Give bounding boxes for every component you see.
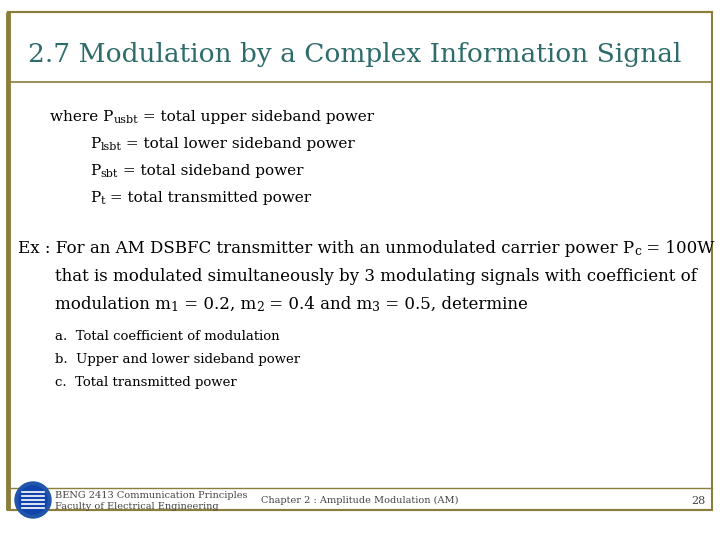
Text: 3: 3: [372, 301, 380, 314]
Text: 28: 28: [690, 496, 705, 506]
Text: Faculty of Electrical Engineering: Faculty of Electrical Engineering: [55, 502, 219, 511]
Text: 2.7 Modulation by a Complex Information Signal: 2.7 Modulation by a Complex Information …: [28, 42, 681, 67]
Text: c.  Total transmitted power: c. Total transmitted power: [55, 376, 237, 389]
Text: = total upper sideband power: = total upper sideband power: [138, 110, 374, 124]
Text: = total sideband power: = total sideband power: [117, 164, 303, 178]
Text: = 0.2, m: = 0.2, m: [179, 296, 256, 313]
Text: where P: where P: [50, 110, 113, 124]
Text: P: P: [90, 164, 100, 178]
Text: sbt: sbt: [100, 169, 117, 179]
Text: 1: 1: [171, 301, 179, 314]
Text: = total transmitted power: = total transmitted power: [104, 191, 311, 205]
Text: = total lower sideband power: = total lower sideband power: [121, 137, 355, 151]
Text: P: P: [90, 191, 100, 205]
Text: a.  Total coefficient of modulation: a. Total coefficient of modulation: [55, 330, 279, 343]
Text: t: t: [100, 196, 104, 206]
Text: usbt: usbt: [113, 115, 138, 125]
Text: that is modulated simultaneously by 3 modulating signals with coefficient of: that is modulated simultaneously by 3 mo…: [55, 268, 697, 285]
Text: Chapter 2 : Amplitude Modulation (AM): Chapter 2 : Amplitude Modulation (AM): [261, 496, 459, 505]
Text: 2: 2: [256, 301, 264, 314]
Circle shape: [15, 482, 51, 518]
Text: c: c: [634, 245, 641, 258]
Text: Ex : For an AM DSBFC transmitter with an unmodulated carrier power P: Ex : For an AM DSBFC transmitter with an…: [18, 240, 634, 257]
Circle shape: [19, 486, 47, 514]
Text: = 0.4 and m: = 0.4 and m: [264, 296, 372, 313]
Text: b.  Upper and lower sideband power: b. Upper and lower sideband power: [55, 353, 300, 366]
Text: lsbt: lsbt: [100, 142, 121, 152]
Text: modulation m: modulation m: [55, 296, 171, 313]
Text: = 100W: = 100W: [641, 240, 714, 257]
Text: P: P: [90, 137, 100, 151]
Text: = 0.5, determine: = 0.5, determine: [380, 296, 528, 313]
Text: BENG 2413 Communication Principles: BENG 2413 Communication Principles: [55, 491, 248, 500]
